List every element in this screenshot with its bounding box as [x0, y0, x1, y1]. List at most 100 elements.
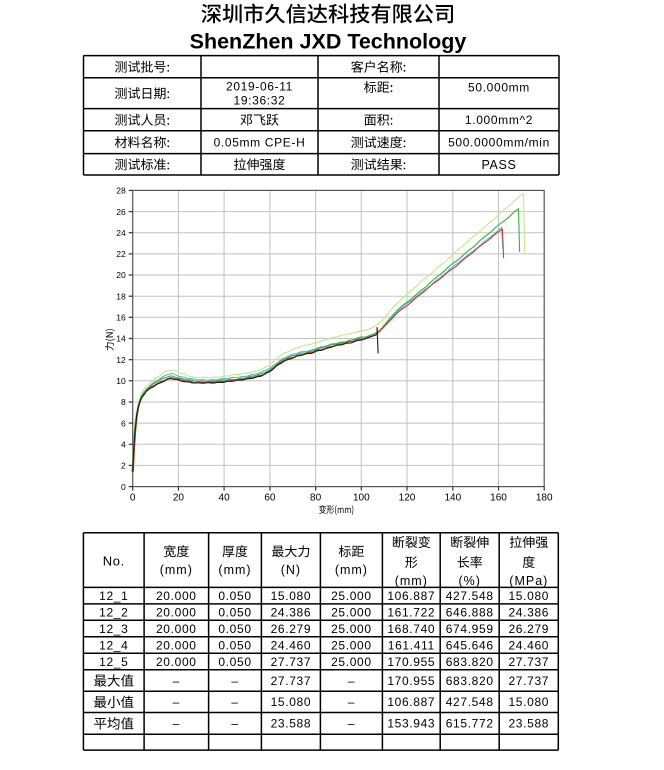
svg-text:0: 0 [121, 482, 126, 492]
svg-text:4: 4 [121, 440, 126, 450]
svg-text:23.588: 23.588 [508, 717, 549, 731]
svg-text:427.548: 427.548 [446, 589, 494, 603]
svg-text:16: 16 [116, 313, 126, 323]
svg-text:12_1: 12_1 [99, 589, 128, 603]
svg-text:2: 2 [121, 461, 126, 471]
svg-text:0.050: 0.050 [218, 638, 251, 652]
svg-text:8: 8 [121, 397, 126, 407]
svg-text:No.: No. [103, 554, 125, 569]
svg-text:25.000: 25.000 [331, 605, 372, 619]
svg-text:–: – [173, 674, 180, 688]
svg-text:170.955: 170.955 [387, 655, 435, 669]
svg-text:500.0000mm/min: 500.0000mm/min [448, 136, 550, 150]
svg-text:(%): (%) [458, 574, 480, 588]
svg-text:25.000: 25.000 [331, 622, 372, 636]
svg-text:140: 140 [444, 493, 461, 504]
svg-text:646.888: 646.888 [446, 605, 494, 619]
svg-text:0: 0 [130, 493, 136, 504]
svg-text:(mm): (mm) [395, 574, 428, 588]
svg-text:20.000: 20.000 [156, 622, 197, 636]
svg-text:0.050: 0.050 [218, 605, 251, 619]
svg-text:(N): (N) [281, 563, 301, 577]
svg-text:12_5: 12_5 [99, 655, 128, 669]
svg-text:24.460: 24.460 [508, 638, 549, 652]
svg-text:12: 12 [116, 355, 126, 365]
svg-text:–: – [231, 674, 238, 688]
svg-text:27.737: 27.737 [271, 674, 312, 688]
svg-text:25.000: 25.000 [331, 589, 372, 603]
svg-text:50.000mm: 50.000mm [468, 80, 530, 94]
svg-text:20.000: 20.000 [156, 638, 197, 652]
svg-text:15.080: 15.080 [271, 695, 312, 709]
svg-text:19:36:32: 19:36:32 [234, 94, 286, 108]
svg-text:683.820: 683.820 [446, 655, 494, 669]
svg-text:15.080: 15.080 [508, 589, 549, 603]
svg-text:20: 20 [173, 493, 185, 504]
svg-text:170.955: 170.955 [387, 674, 435, 688]
svg-text:(mm): (mm) [335, 563, 368, 577]
svg-text:25.000: 25.000 [331, 638, 372, 652]
svg-text:168.740: 168.740 [387, 622, 435, 636]
svg-text:20: 20 [116, 270, 126, 280]
svg-text:153.943: 153.943 [387, 717, 435, 731]
svg-text:615.772: 615.772 [446, 717, 494, 731]
svg-text:1.000mm^2: 1.000mm^2 [465, 113, 533, 127]
svg-text:683.820: 683.820 [446, 674, 494, 688]
svg-text:–: – [231, 717, 238, 731]
svg-text:26: 26 [116, 207, 126, 217]
svg-text:2019-06-11: 2019-06-11 [226, 80, 293, 94]
svg-text:(mm): (mm) [218, 563, 251, 577]
svg-text:20.000: 20.000 [156, 605, 197, 619]
svg-text:26.279: 26.279 [508, 622, 549, 636]
svg-text:100: 100 [353, 493, 370, 504]
svg-text:–: – [231, 695, 238, 709]
svg-text:18: 18 [116, 291, 126, 301]
svg-text:26.279: 26.279 [271, 622, 312, 636]
svg-text:180: 180 [536, 493, 553, 504]
svg-text:0.05mm CPE-H: 0.05mm CPE-H [214, 136, 306, 150]
svg-text:14: 14 [116, 334, 126, 344]
svg-text:27.737: 27.737 [508, 655, 549, 669]
svg-text:427.548: 427.548 [446, 695, 494, 709]
svg-text:ShenZhen JXD Technology: ShenZhen JXD Technology [190, 30, 467, 54]
svg-text:–: – [173, 717, 180, 731]
svg-text:24.386: 24.386 [508, 605, 549, 619]
svg-text:161.411: 161.411 [388, 638, 435, 652]
svg-text:PASS: PASS [481, 158, 516, 172]
svg-text:0.050: 0.050 [218, 622, 251, 636]
svg-text:22: 22 [116, 249, 126, 259]
svg-text:645.646: 645.646 [446, 638, 494, 652]
svg-text:–: – [348, 674, 355, 688]
svg-text:6: 6 [121, 418, 126, 428]
svg-text:24.386: 24.386 [271, 605, 312, 619]
svg-text:106.887: 106.887 [387, 695, 435, 709]
svg-text:120: 120 [399, 493, 416, 504]
svg-text:(mm): (mm) [160, 563, 193, 577]
svg-text:12_4: 12_4 [99, 638, 128, 652]
svg-text:15.080: 15.080 [271, 589, 312, 603]
svg-text:674.959: 674.959 [446, 622, 494, 636]
svg-text:10: 10 [116, 376, 126, 386]
svg-text:12_3: 12_3 [99, 622, 128, 636]
svg-text:160: 160 [490, 493, 507, 504]
svg-text:40: 40 [219, 493, 231, 504]
svg-text:60: 60 [264, 493, 276, 504]
svg-text:27.737: 27.737 [271, 655, 312, 669]
svg-text:161.722: 161.722 [387, 605, 435, 619]
svg-text:80: 80 [310, 493, 322, 504]
svg-text:20.000: 20.000 [156, 655, 197, 669]
svg-text:24.460: 24.460 [271, 638, 312, 652]
svg-text:20.000: 20.000 [156, 589, 197, 603]
svg-text:–: – [348, 717, 355, 731]
svg-text:–: – [348, 695, 355, 709]
svg-text:0.050: 0.050 [218, 655, 251, 669]
svg-text:0.050: 0.050 [218, 589, 251, 603]
svg-text:106.887: 106.887 [387, 589, 435, 603]
svg-text:23.588: 23.588 [271, 717, 312, 731]
svg-text:–: – [173, 695, 180, 709]
svg-text:12_2: 12_2 [99, 605, 128, 619]
svg-text:24: 24 [116, 228, 126, 238]
svg-text:(MPa): (MPa) [509, 574, 548, 588]
svg-text:27.737: 27.737 [508, 674, 549, 688]
svg-text:28: 28 [116, 186, 126, 196]
